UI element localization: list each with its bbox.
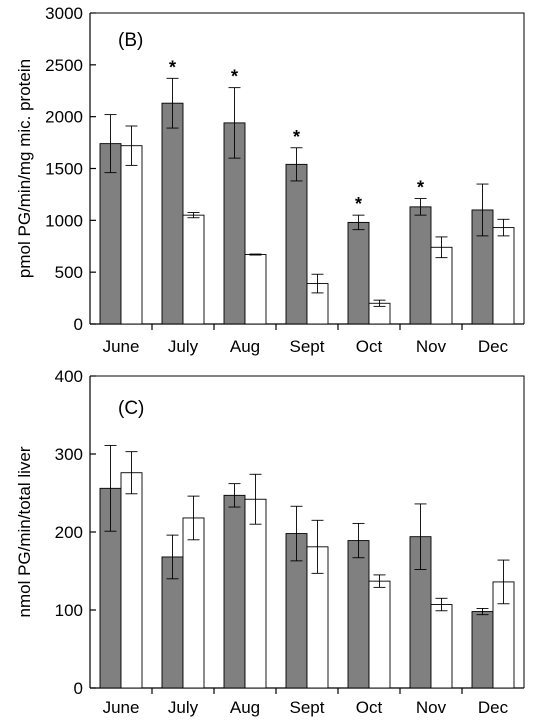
bar (430, 246, 453, 325)
bar (223, 494, 246, 689)
bar (182, 214, 205, 325)
x-tick-label: July (168, 698, 199, 717)
bar (368, 580, 391, 689)
x-tick-label: Sept (290, 337, 325, 356)
panel-label: (B) (118, 30, 143, 51)
bar (409, 206, 432, 325)
bar (285, 163, 308, 325)
y-axis-label: nmol PG/min/total liver (15, 446, 34, 617)
y-tick-label: 100 (55, 601, 83, 620)
significance-marker: * (169, 57, 176, 77)
bar (244, 498, 267, 689)
bar (347, 221, 370, 325)
plot-frame (90, 375, 525, 688)
x-tick-label: Dec (478, 337, 509, 356)
bar (430, 604, 453, 689)
panel-c: 0 100 200 300 400 nmol PG/min/total liver (C) J… (15, 367, 525, 717)
x-tick-label: Oct (356, 698, 383, 717)
bar (182, 517, 205, 689)
bar (244, 254, 267, 325)
significance-marker: * (231, 67, 238, 87)
x-tick-label: Sept (290, 698, 325, 717)
x-tick-label: Aug (230, 337, 260, 356)
x-tick-label: Dec (478, 698, 509, 717)
y-tick-label: 200 (55, 523, 83, 542)
bar (161, 102, 184, 325)
y-tick-label: 0 (74, 315, 83, 334)
y-tick-label: 500 (55, 263, 83, 282)
y-tick-label: 0 (74, 679, 83, 698)
bar (120, 145, 143, 325)
y-tick-label: 3000 (45, 4, 83, 23)
bar (492, 227, 515, 325)
x-tick-label: Nov (416, 698, 447, 717)
plot-frame (90, 12, 525, 324)
x-tick-label: June (103, 698, 140, 717)
y-axis-label: pmol PG/min/mg mic. protein (15, 59, 34, 278)
x-tick-label: Aug (230, 698, 260, 717)
bar (471, 611, 494, 689)
bar (347, 540, 370, 689)
x-tick-label: June (103, 337, 140, 356)
y-tick-label: 2000 (45, 108, 83, 127)
bar (120, 472, 143, 689)
x-tick-label: Oct (356, 337, 383, 356)
significance-marker: * (293, 127, 300, 147)
y-tick-label: 1000 (45, 211, 83, 230)
panel-label: (C) (118, 398, 144, 419)
x-tick-label: Nov (416, 337, 447, 356)
significance-marker: * (417, 178, 424, 198)
significance-marker: * (355, 194, 362, 214)
y-tick-label: 1500 (45, 160, 83, 179)
y-tick-label: 2500 (45, 56, 83, 75)
x-tick-label: July (168, 337, 199, 356)
panel-b: 0 500 1000 1500 2000 2500 3000 pmol PG/min/mg m… (15, 4, 525, 356)
y-tick-label: 400 (55, 367, 83, 386)
y-tick-label: 300 (55, 445, 83, 464)
